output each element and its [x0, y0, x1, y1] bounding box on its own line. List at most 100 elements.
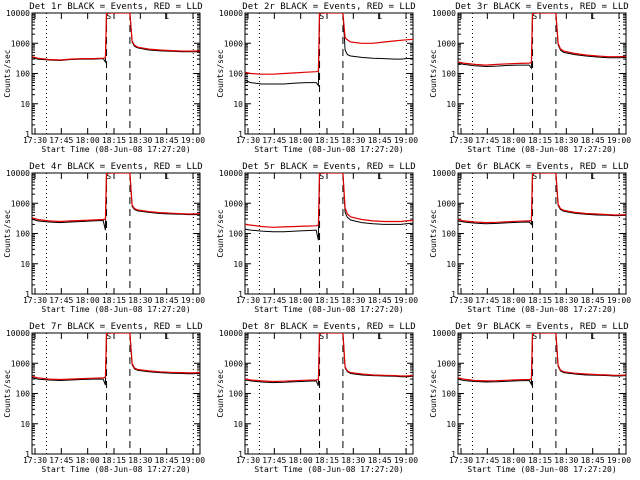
x-tick-label: 18:30: [554, 296, 578, 305]
lld-series-line: [32, 333, 200, 381]
event-marker-label: S: [532, 12, 537, 21]
x-tick-label: 17:45: [262, 296, 286, 305]
x-tick-label: 18:15: [315, 296, 339, 305]
panel-title: Det 6r BLACK = Events, RED = LLD: [455, 162, 628, 172]
y-tick-label: 100: [16, 230, 31, 239]
y-tick-label: 10000: [219, 169, 243, 178]
plot-frame: [31, 332, 201, 455]
x-tick-label: 19:00: [394, 296, 418, 305]
x-tick-label: 18:00: [502, 136, 526, 145]
y-axis-label: Counts/sec: [3, 369, 12, 417]
x-tick-label: 19:00: [394, 456, 418, 465]
x-tick-label: 18:00: [502, 456, 526, 465]
event-marker-label: L: [590, 12, 595, 21]
events-series-line: [32, 333, 200, 386]
lld-series-line: [458, 333, 626, 382]
y-tick-label: 1: [451, 450, 456, 459]
x-tick-label: 17:30: [236, 456, 260, 465]
x-tick-label: 18:30: [341, 456, 365, 465]
lightcurve-panel: Det 4r BLACK = Events, RED = LLD 1 10 100 10…: [3, 162, 205, 314]
y-tick-label: 1000: [437, 359, 456, 368]
x-tick-label: 19:00: [181, 456, 205, 465]
x-tick-label: 19:00: [607, 296, 631, 305]
y-tick-label: 10000: [432, 169, 456, 178]
x-tick-label: 17:30: [236, 296, 260, 305]
y-tick-label: 10: [233, 260, 243, 269]
event-marker-label: L: [377, 12, 382, 21]
y-axis-label: Counts/sec: [429, 369, 438, 417]
events-series-line: [458, 173, 626, 226]
x-tick-label: 18:30: [128, 456, 152, 465]
y-tick-label: 1000: [224, 39, 243, 48]
plot-frame: [244, 12, 414, 135]
events-series-line: [32, 173, 200, 231]
x-tick-label: 18:00: [289, 296, 313, 305]
x-tick-label: 18:00: [76, 136, 100, 145]
events-series-line: [32, 13, 200, 64]
x-tick-label: 17:30: [449, 136, 473, 145]
x-tick-label: 18:15: [102, 136, 126, 145]
y-tick-label: 1000: [11, 199, 30, 208]
x-tick-label: 19:00: [181, 296, 205, 305]
event-marker-label: S: [319, 172, 324, 181]
y-tick-label: 10: [233, 100, 243, 109]
plot-frame: [457, 332, 627, 455]
x-tick-label: 17:30: [23, 456, 47, 465]
x-tick-label: 17:45: [475, 296, 499, 305]
x-tick-label: 18:30: [128, 136, 152, 145]
panel-title: Det 4r BLACK = Events, RED = LLD: [29, 162, 202, 172]
event-marker-label: S: [532, 332, 537, 341]
x-tick-label: 19:00: [394, 136, 418, 145]
x-tick-label: 17:45: [475, 456, 499, 465]
x-tick-label: 18:30: [341, 136, 365, 145]
y-tick-label: 1000: [224, 359, 243, 368]
event-marker-label: S: [319, 332, 324, 341]
y-axis-label: Counts/sec: [216, 369, 225, 417]
x-tick-label: 19:00: [607, 456, 631, 465]
y-tick-label: 100: [229, 390, 244, 399]
x-tick-label: 18:45: [368, 456, 392, 465]
y-tick-label: 10000: [219, 9, 243, 18]
event-marker-label: L: [164, 12, 169, 21]
lightcurve-panel: Det 8r BLACK = Events, RED = LLD 1 10 100 10…: [216, 322, 418, 474]
event-marker-label: L: [590, 172, 595, 181]
y-tick-label: 10: [20, 100, 30, 109]
x-tick-label: 17:45: [475, 136, 499, 145]
y-tick-label: 100: [442, 230, 457, 239]
y-tick-label: 10: [233, 420, 243, 429]
plot-frame: [244, 172, 414, 295]
event-marker-label: S: [106, 12, 111, 21]
y-tick-label: 1: [238, 450, 243, 459]
panel-title: Det 1r BLACK = Events, RED = LLD: [29, 2, 202, 12]
lightcurve-panel: Det 7r BLACK = Events, RED = LLD 1 10 100 10…: [3, 322, 205, 474]
y-tick-label: 10: [446, 100, 456, 109]
y-tick-label: 1000: [11, 39, 30, 48]
y-axis-label: Counts/sec: [429, 209, 438, 257]
events-series-line: [458, 13, 626, 70]
x-tick-label: 17:30: [236, 136, 260, 145]
y-tick-label: 10: [20, 260, 30, 269]
x-tick-label: 18:30: [128, 296, 152, 305]
events-series-line: [458, 333, 626, 387]
y-tick-label: 10: [446, 260, 456, 269]
lightcurve-panel: Det 6r BLACK = Events, RED = LLD 1 10 100 10…: [429, 162, 631, 314]
x-tick-label: 17:30: [449, 296, 473, 305]
x-tick-label: 19:00: [181, 136, 205, 145]
x-tick-label: 18:45: [155, 296, 179, 305]
lld-series-line: [245, 13, 413, 75]
y-tick-label: 100: [16, 390, 31, 399]
x-tick-label: 18:45: [155, 136, 179, 145]
plot-frame: [457, 172, 627, 295]
x-tick-label: 18:45: [581, 456, 605, 465]
y-tick-label: 1: [451, 290, 456, 299]
x-tick-label: 18:00: [502, 296, 526, 305]
event-marker-label: L: [164, 332, 169, 341]
x-tick-label: 18:15: [102, 296, 126, 305]
lightcurve-panel: Det 9r BLACK = Events, RED = LLD 1 10 100 10…: [429, 322, 631, 474]
y-tick-label: 1: [25, 450, 30, 459]
panel-title: Det 9r BLACK = Events, RED = LLD: [455, 322, 628, 332]
y-tick-label: 1: [238, 290, 243, 299]
lld-series-line: [245, 333, 413, 383]
x-tick-label: 18:15: [528, 296, 552, 305]
lightcurve-panel: Det 2r BLACK = Events, RED = LLD 1 10 100 10…: [216, 2, 418, 154]
